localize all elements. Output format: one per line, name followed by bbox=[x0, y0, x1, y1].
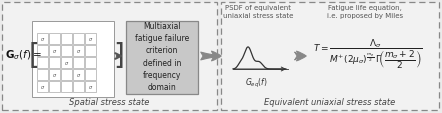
FancyBboxPatch shape bbox=[32, 22, 114, 97]
Bar bbox=[85, 81, 96, 92]
Text: Equivalent uniaxial stress state: Equivalent uniaxial stress state bbox=[264, 97, 396, 106]
Text: $\sigma$: $\sigma$ bbox=[76, 48, 81, 54]
Text: $\sigma$: $\sigma$ bbox=[52, 48, 57, 54]
Text: $\sigma$: $\sigma$ bbox=[64, 59, 69, 66]
Bar bbox=[49, 81, 60, 92]
FancyBboxPatch shape bbox=[2, 3, 217, 110]
Bar bbox=[85, 58, 96, 68]
Text: $]$: $]$ bbox=[113, 40, 123, 69]
Bar bbox=[37, 69, 48, 80]
Bar bbox=[49, 58, 60, 68]
Bar bbox=[49, 34, 60, 45]
Bar bbox=[73, 46, 84, 56]
Bar bbox=[37, 81, 48, 92]
Bar bbox=[37, 34, 48, 45]
Text: Spatial stress state: Spatial stress state bbox=[69, 97, 149, 106]
Text: Multiaxial
fatigue failure
criterion
defined in
frequency
domain: Multiaxial fatigue failure criterion def… bbox=[135, 22, 189, 91]
Bar bbox=[49, 46, 60, 56]
Text: $[$: $[$ bbox=[28, 40, 38, 69]
Text: $\sigma$: $\sigma$ bbox=[88, 36, 93, 43]
Text: $\sigma$: $\sigma$ bbox=[40, 36, 45, 43]
Bar bbox=[85, 34, 96, 45]
Bar bbox=[61, 46, 72, 56]
Text: $\sigma$: $\sigma$ bbox=[76, 71, 81, 78]
Text: Fatigue life equation,
i.e. proposed by Miles: Fatigue life equation, i.e. proposed by … bbox=[327, 5, 403, 18]
Bar bbox=[61, 58, 72, 68]
Bar bbox=[73, 69, 84, 80]
Bar bbox=[73, 81, 84, 92]
Text: $T=\dfrac{\Lambda_{\sigma}}{M^{+}(2\mu_{\sigma})^{\frac{m_{\sigma}}{2}}\,\Gamma\: $T=\dfrac{\Lambda_{\sigma}}{M^{+}(2\mu_{… bbox=[313, 37, 423, 70]
Text: $\sigma$: $\sigma$ bbox=[88, 83, 93, 90]
Bar bbox=[73, 58, 84, 68]
Text: $\mathbf{G}_{\sigma}(f)=$: $\mathbf{G}_{\sigma}(f)=$ bbox=[5, 48, 42, 61]
Bar bbox=[37, 46, 48, 56]
Bar bbox=[85, 69, 96, 80]
Bar bbox=[61, 34, 72, 45]
Text: $\sigma$: $\sigma$ bbox=[52, 71, 57, 78]
Text: $\sigma$: $\sigma$ bbox=[40, 83, 45, 90]
Bar bbox=[61, 81, 72, 92]
Bar bbox=[61, 69, 72, 80]
Bar bbox=[85, 46, 96, 56]
Bar bbox=[49, 69, 60, 80]
Text: PSDF of equivalent
uniaxial stress state: PSDF of equivalent uniaxial stress state bbox=[223, 5, 293, 18]
FancyBboxPatch shape bbox=[126, 22, 198, 94]
Text: $G_{eq}(f)$: $G_{eq}(f)$ bbox=[244, 76, 267, 89]
Bar bbox=[73, 34, 84, 45]
FancyBboxPatch shape bbox=[221, 3, 439, 110]
Bar bbox=[37, 58, 48, 68]
